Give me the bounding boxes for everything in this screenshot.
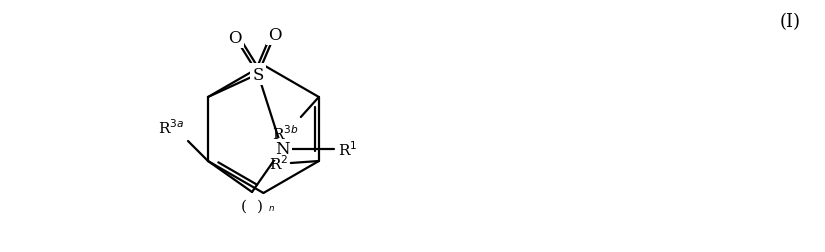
Text: R$^{3a}$: R$^{3a}$ <box>158 118 184 137</box>
Text: $_n$: $_n$ <box>268 201 275 214</box>
Text: N: N <box>275 141 290 158</box>
Text: R$^{3b}$: R$^{3b}$ <box>272 123 299 142</box>
Text: S: S <box>252 66 264 83</box>
Text: O: O <box>229 29 242 46</box>
Text: R$^1$: R$^1$ <box>338 140 358 159</box>
Text: R$^2$: R$^2$ <box>269 154 288 173</box>
Text: O: O <box>268 26 282 43</box>
Text: (I): (I) <box>780 13 800 31</box>
Text: ): ) <box>257 199 263 213</box>
Text: (: ( <box>241 199 247 213</box>
